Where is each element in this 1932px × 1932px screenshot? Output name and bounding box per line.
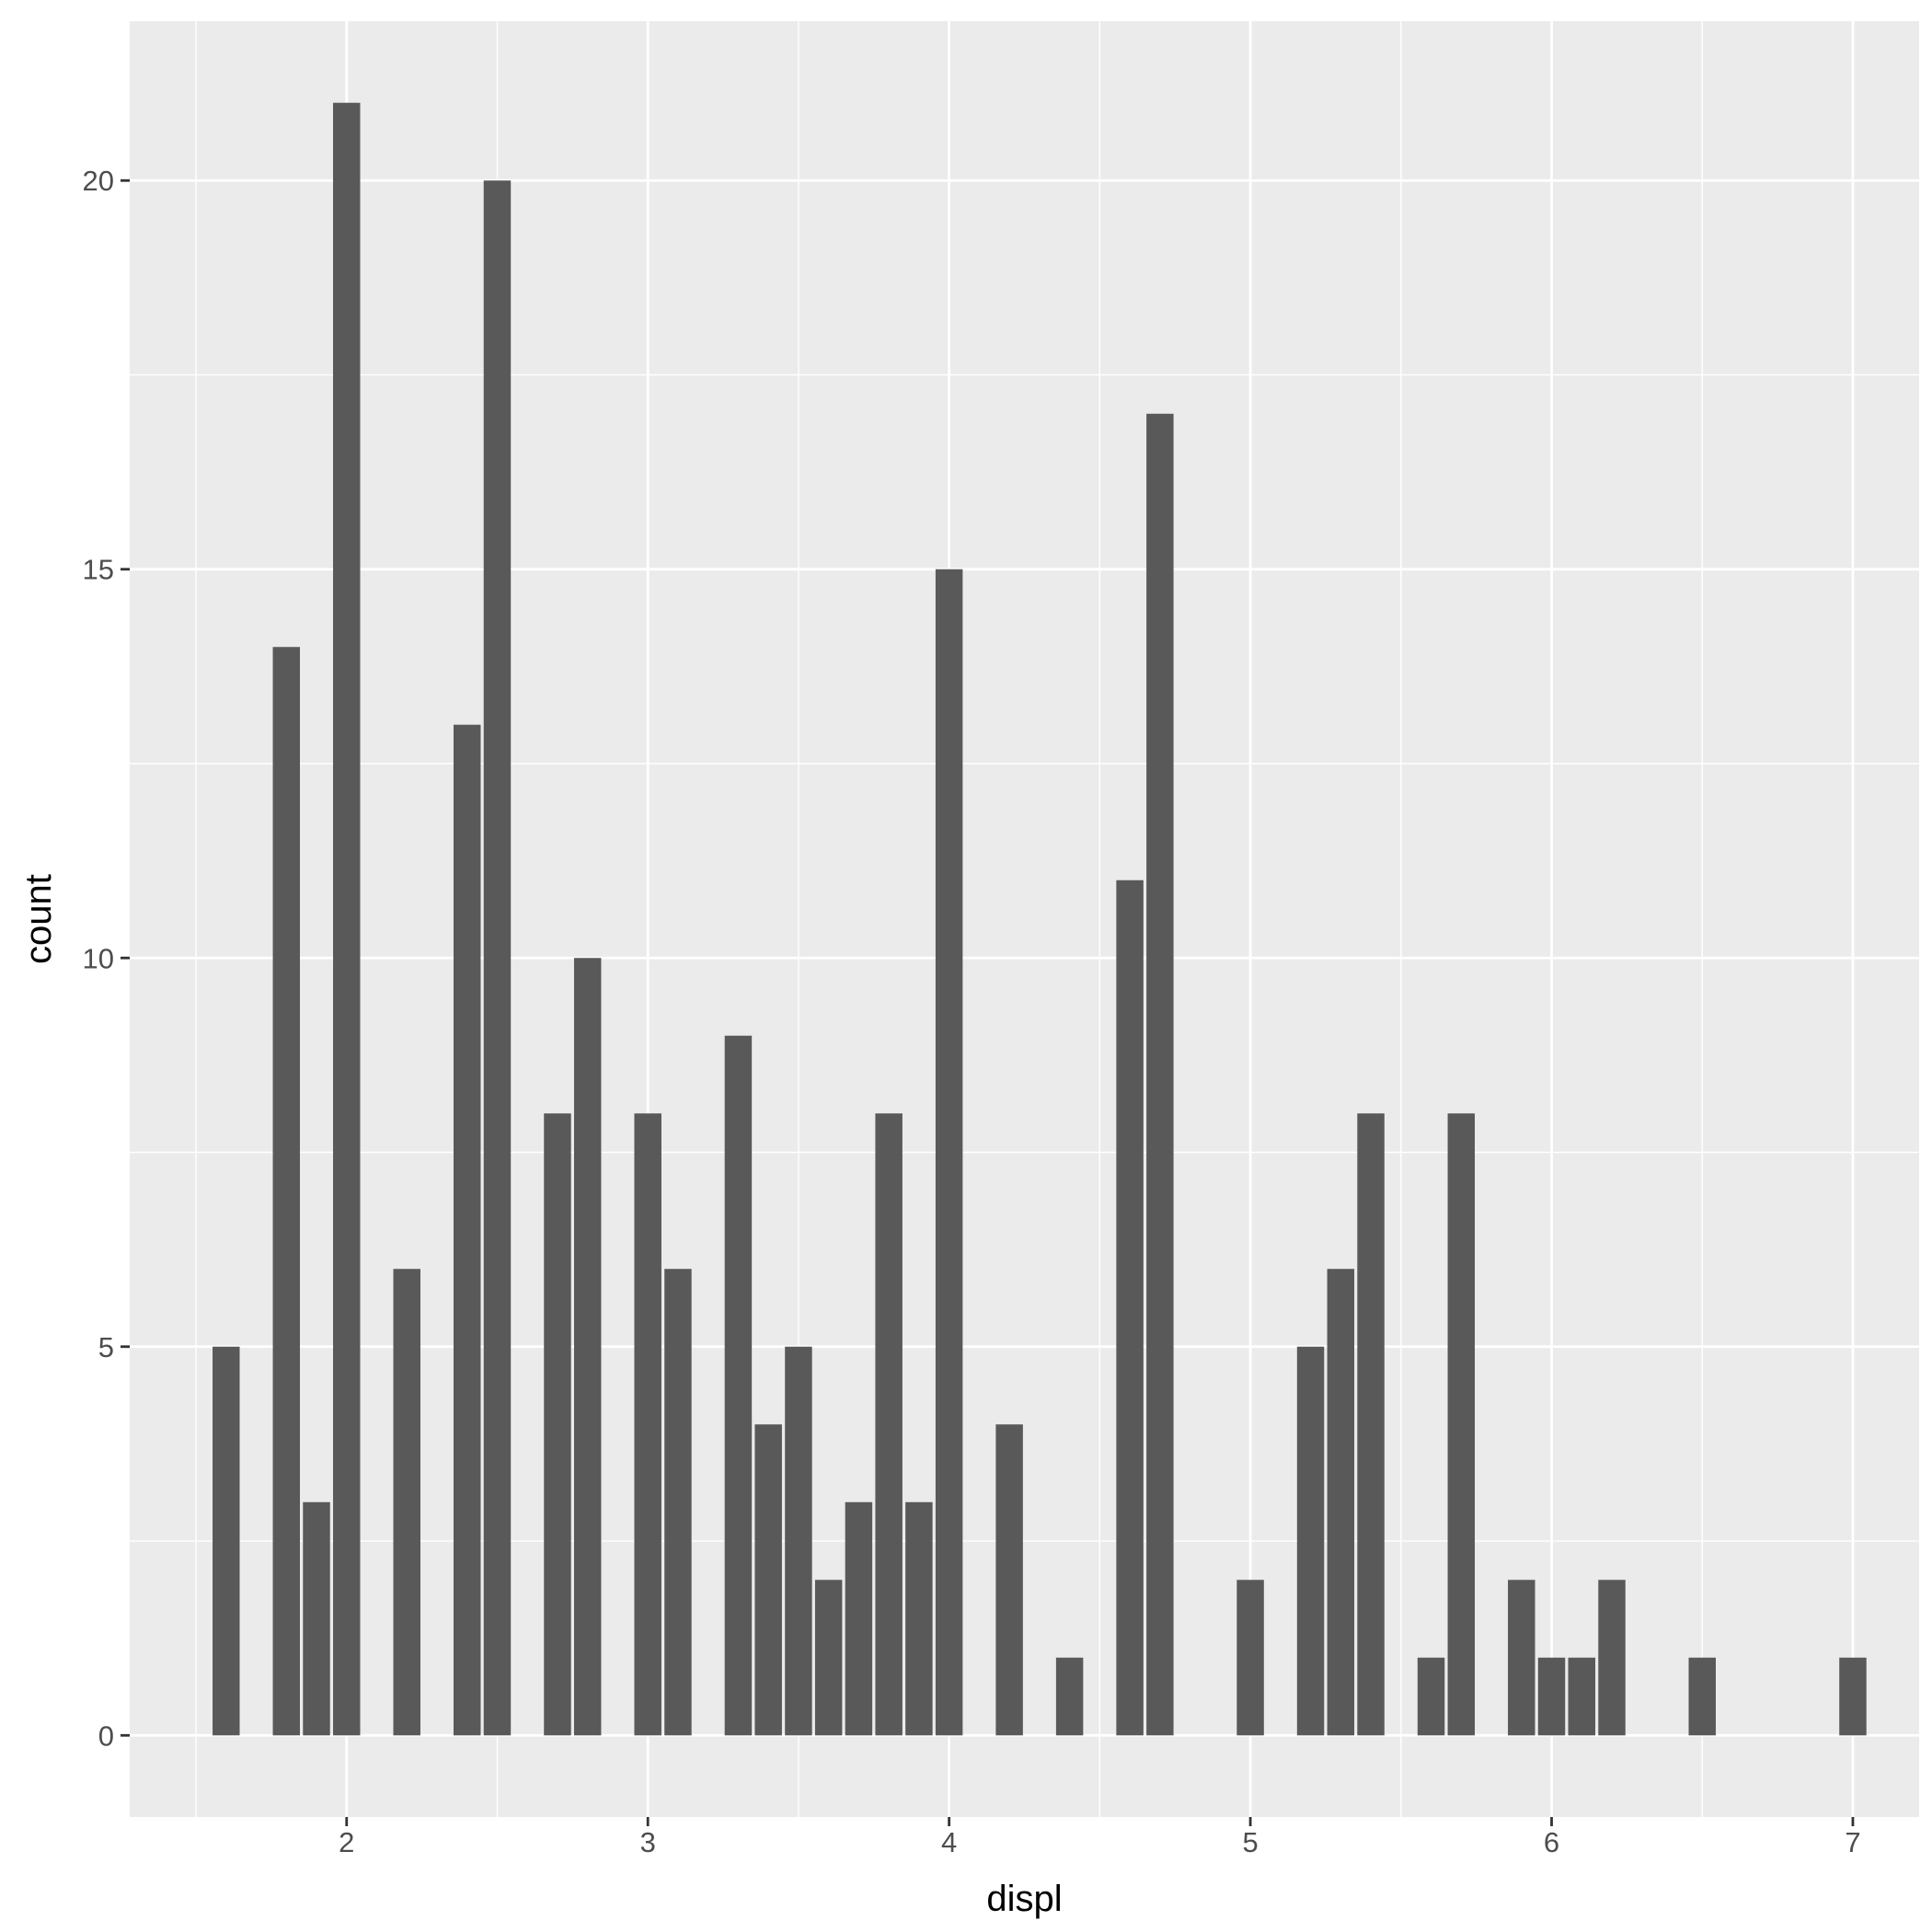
- y-tick-label: 15: [83, 554, 114, 586]
- bar: [1055, 1657, 1084, 1736]
- y-tick-label: 20: [83, 165, 114, 197]
- bar: [213, 1346, 240, 1736]
- y-axis: 0 5 10 15 20: [83, 165, 130, 1752]
- bar: [1146, 413, 1174, 1736]
- bar: [1357, 1113, 1385, 1736]
- bar: [995, 1424, 1023, 1736]
- bar: [1236, 1580, 1264, 1736]
- bar: [333, 102, 361, 1736]
- minor-gridlines: [130, 21, 1919, 1817]
- bar: [1839, 1657, 1867, 1736]
- bar: [754, 1424, 782, 1736]
- plot-panel: [130, 21, 1919, 1817]
- bar: [393, 1269, 420, 1736]
- bar: [483, 180, 512, 1736]
- bar: [664, 1269, 692, 1736]
- bar: [1508, 1580, 1535, 1736]
- y-tick-label: 10: [83, 942, 114, 974]
- x-tick-label: 2: [339, 1826, 354, 1858]
- x-tick-label: 4: [941, 1826, 957, 1858]
- bar: [814, 1580, 843, 1736]
- x-axis: 2 3 4 5 6 7: [339, 1817, 1861, 1858]
- y-tick-label: 5: [98, 1331, 114, 1363]
- bar: [905, 1501, 933, 1736]
- bar: [1537, 1657, 1566, 1736]
- bar: [1296, 1346, 1325, 1736]
- bar: [1417, 1657, 1445, 1736]
- bar: [272, 647, 301, 1736]
- y-tick-label: 0: [98, 1719, 114, 1752]
- bar: [453, 724, 481, 1736]
- bar: [875, 1113, 903, 1736]
- bar: [724, 1035, 753, 1736]
- bar: [634, 1113, 661, 1736]
- bar: [1327, 1269, 1355, 1736]
- bar: [1598, 1580, 1626, 1736]
- bar: [303, 1501, 330, 1736]
- x-axis-title: displ: [986, 1879, 1062, 1919]
- bar: [785, 1346, 812, 1736]
- y-axis-title: count: [18, 874, 59, 964]
- bar: [845, 1501, 873, 1736]
- bar: [573, 958, 602, 1736]
- bar: [1568, 1657, 1596, 1736]
- x-tick-label: 6: [1544, 1826, 1559, 1858]
- x-tick-label: 3: [640, 1826, 656, 1858]
- x-tick-label: 7: [1845, 1826, 1860, 1858]
- bar: [544, 1113, 571, 1736]
- bar: [1447, 1113, 1476, 1736]
- x-tick-label: 5: [1242, 1826, 1258, 1858]
- bars: [213, 102, 1867, 1736]
- bar: [935, 569, 963, 1736]
- bar: [1116, 880, 1144, 1736]
- bar: [1688, 1657, 1716, 1736]
